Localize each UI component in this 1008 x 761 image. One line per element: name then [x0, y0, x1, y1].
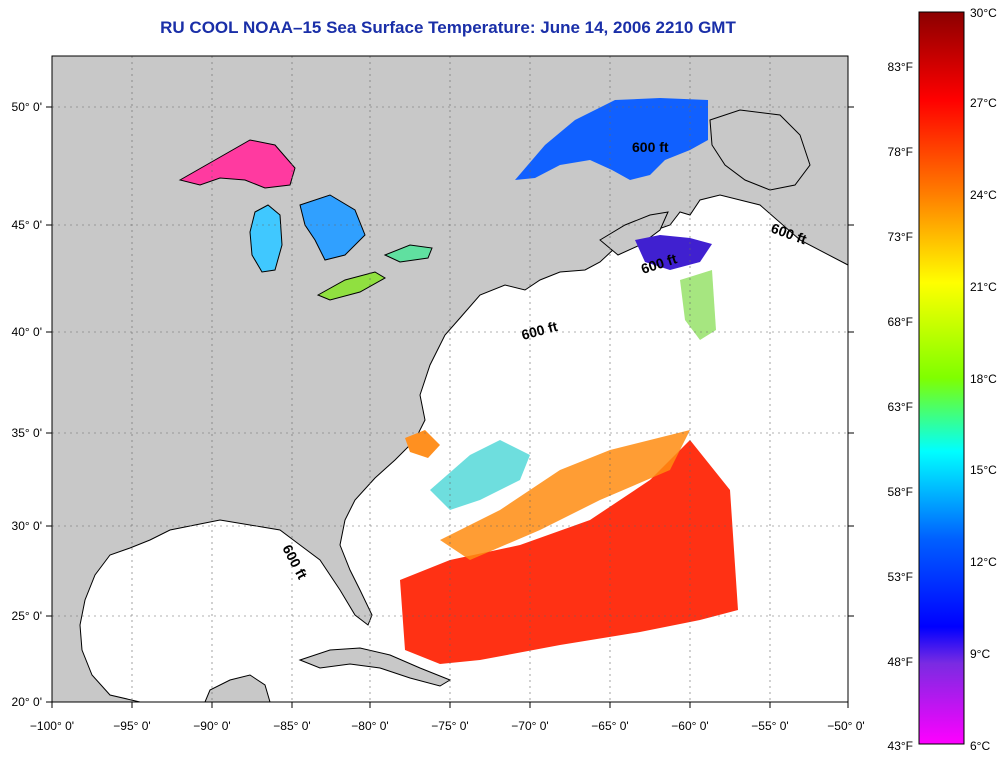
map-title: RU COOL NOAA–15 Sea Surface Temperature:… [160, 18, 736, 37]
colorbar-celsius-label: 27°C [970, 96, 997, 110]
colorbar-celsius-label: 6°C [970, 739, 990, 753]
lon-tick-label: −95° 0' [113, 719, 150, 733]
lake-ontario [383, 244, 433, 263]
colorbar-celsius-label: 18°C [970, 372, 997, 386]
colorbar-fahrenheit-label: 48°F [888, 655, 913, 669]
lon-tick-label: −100° 0' [30, 719, 74, 733]
lon-tick-label: −60° 0' [671, 719, 708, 733]
colorbar-celsius-label: 15°C [970, 463, 997, 477]
lake-michigan [249, 204, 283, 273]
lat-tick-label: 35° 0' [12, 426, 42, 440]
lat-tick-label: 30° 0' [12, 519, 42, 533]
colorbar-fahrenheit-label: 53°F [888, 570, 913, 584]
lon-tick-label: −85° 0' [273, 719, 310, 733]
colorbar-fahrenheit-label: 58°F [888, 485, 913, 499]
lon-tick-label: −90° 0' [193, 719, 230, 733]
lon-tick-label: −70° 0' [511, 719, 548, 733]
sst-orange-band [440, 430, 690, 560]
colorbar-fahrenheit-label: 63°F [888, 400, 913, 414]
isobath-label: 600 ft [632, 139, 669, 155]
lon-tick-label: −75° 0' [431, 719, 468, 733]
colorbar-celsius-label: 9°C [970, 647, 990, 661]
colorbar-celsius-label: 12°C [970, 555, 997, 569]
graticule [52, 56, 848, 702]
sst-gulf-maine [635, 235, 712, 270]
lat-tick-label: 50° 0' [12, 100, 42, 114]
sst-st-lawrence [515, 98, 708, 180]
colorbar-fahrenheit-label: 68°F [888, 315, 913, 329]
sst-warm-region [400, 440, 738, 664]
lake-superior [178, 139, 296, 189]
lon-tick-label: −80° 0' [351, 719, 388, 733]
colorbar [918, 11, 965, 745]
lon-tick-label: −50° 0' [827, 719, 864, 733]
lat-tick-label: 40° 0' [12, 325, 42, 339]
land-nova-scotia [599, 211, 669, 256]
colorbar-fahrenheit-label: 78°F [888, 145, 913, 159]
lat-tick-label: 45° 0' [12, 218, 42, 232]
colorbar-fahrenheit-label: 43°F [888, 739, 913, 753]
colorbar-fahrenheit-label: 73°F [888, 230, 913, 244]
colorbar-celsius-label: 21°C [970, 280, 997, 294]
lat-tick-label: 25° 0' [12, 609, 42, 623]
sst-cool-patches [430, 440, 530, 510]
colorbar-celsius-label: 30°C [970, 6, 997, 20]
lake-huron [299, 194, 366, 261]
land-cuba [298, 647, 452, 687]
lon-tick-label: −55° 0' [751, 719, 788, 733]
land-yucatan [204, 674, 271, 702]
land-newfoundland [709, 109, 811, 191]
lat-tick-label: 20° 0' [12, 695, 42, 709]
colorbar-fahrenheit-label: 83°F [888, 60, 913, 74]
colorbar-celsius-label: 24°C [970, 188, 997, 202]
sst-hatteras [405, 430, 440, 458]
lake-erie [316, 271, 386, 301]
lon-tick-label: −65° 0' [591, 719, 628, 733]
sst-north-patches [680, 270, 716, 340]
